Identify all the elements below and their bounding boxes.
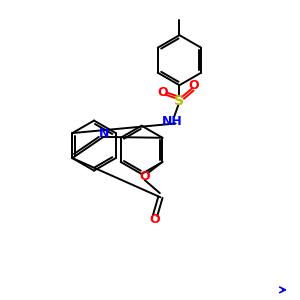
Text: O: O — [150, 213, 160, 226]
Text: S: S — [174, 94, 184, 107]
Text: O: O — [139, 169, 149, 183]
Text: NH: NH — [162, 115, 182, 128]
Text: O: O — [157, 86, 168, 99]
Text: N: N — [99, 128, 109, 140]
Text: O: O — [189, 79, 200, 92]
